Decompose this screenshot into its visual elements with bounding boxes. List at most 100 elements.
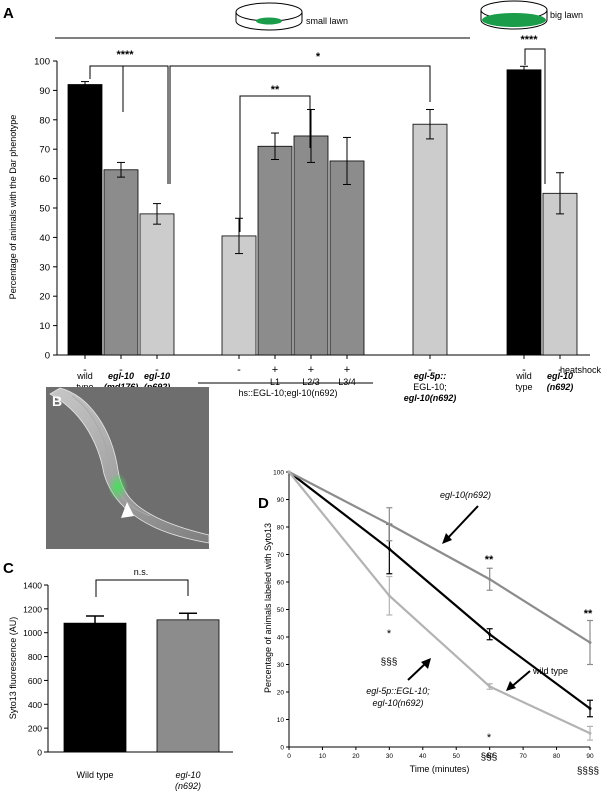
small-lawn-icon [235,2,303,31]
panel-c-category-label: Wild type [76,770,113,780]
panel-a-ytick-label: 0 [45,351,50,362]
panel-d-series-line [288,471,591,710]
panel-a-ytick-label: 10 [39,321,50,332]
big-lawn-label: big lawn [550,10,583,20]
annot-egl5p-arrow [407,661,428,681]
panel-d-ytick-label: 70 [277,552,285,559]
panel-a-category-label: L2/3 [302,377,320,387]
panel-d-xtick-label: 50 [453,753,461,760]
panel-d-ytick-label: 80 [277,525,285,532]
panel-a-bar [293,135,329,356]
panel-d-series-line [288,471,591,644]
panel-c-ytick-label: 0 [37,748,42,758]
arrowhead-marker [121,502,134,518]
panel-a-category-label: wild [515,371,532,381]
panel-d-xtick-label: 0 [287,753,291,760]
sig-d-30-sss: §§§ [381,657,398,668]
panel-a-heatshock-sign: + [344,364,350,376]
panel-c-ytick-label: 600 [28,676,42,686]
small-lawn-label: small lawn [306,16,348,26]
panel-a-bar [257,145,293,356]
panel-c-bars [63,612,220,753]
panel-a-heatshock-sign: - [237,364,241,376]
panel-a-heatshock-sign: - [83,364,87,376]
panel-a-heatshock-sign: - [428,364,432,376]
panel-c-sig-label: n.s. [134,567,149,577]
sig-d-60-top: ** [485,554,494,566]
panel-a-heatshock-sign: + [308,364,314,376]
panel-a-category-label: egl-10 [144,371,170,381]
panel-d-lines [287,470,593,741]
panel-a-heatshock-sign: - [558,364,562,376]
panel-a-category-label: (n692) [547,382,574,392]
panel-c: C Syto13 fluorescence (AU) 0 200 400 600 800… [3,560,233,791]
panel-c-ytick-label: 1200 [23,604,42,614]
panel-a-ytick-label: 50 [39,204,50,215]
panel-d-xtick-label: 30 [386,753,394,760]
panel-c-ytick-label: 400 [28,700,42,710]
annot-egl5p-arrowhead [421,658,431,669]
panel-d-ytick-label: 10 [277,717,285,724]
sig-d-90-top: ** [584,608,593,620]
panel-c-ylabel: Syto13 fluorescence (AU) [8,617,18,720]
panel-d-ytick-label: 50 [277,607,285,614]
big-lawn-green [482,13,546,27]
panel-a-category-label: egl-5p:: [414,371,447,381]
sig-bracket-4 [524,48,546,184]
panel-b-label: B [52,393,62,409]
annot-wt: wild type [532,666,568,676]
panel-c-ytick-label: 800 [28,652,42,662]
worm-inner-line [71,395,151,517]
panel-d-point [287,470,291,474]
panel-a-bar [542,192,578,356]
panel-a-label: A [3,5,14,22]
panel-d-label: D [258,495,269,512]
annot-egl10: egl-10(n692) [440,490,491,500]
panel-d-xtick-label: 70 [519,753,527,760]
sig-bracket-2 [169,65,431,184]
panel-c-ytick-label: 1400 [23,581,42,591]
panel-a-significance [89,48,546,232]
panel-a-bar [139,213,175,356]
panel-c-bar [156,619,220,753]
sig-bracket-1-label: **** [116,49,134,61]
panel-d-ytick-label: 40 [277,635,285,642]
sig-d-90-sss: §§§§ [577,766,599,777]
micrograph [46,387,209,549]
panel-a-category-label: L3/4 [338,377,356,387]
panel-a-ytick-label: 30 [39,262,50,273]
panel-d-xtick-label: 40 [419,753,427,760]
panel-a-heatshock-sign: + [272,364,278,376]
big-lawn-icon [480,0,548,30]
panel-d: D Percentage of animals labeled with Syt… [258,470,599,778]
panel-a-category-label: type [515,382,532,392]
panel-d-ytick-label: 90 [277,497,285,504]
panel-a-bar [412,123,448,356]
panel-c-ytick-label: 200 [28,724,42,734]
panel-a-bar [103,169,139,356]
sig-bracket-3-label: ** [271,84,280,96]
panel-c-sig-bracket [95,579,189,597]
panel-d-xtick-label: 80 [553,753,561,760]
panel-d-xtick-label: 10 [319,753,327,760]
panel-d-ytick-label: 30 [277,662,285,669]
panel-d-xtick-label: 60 [486,753,494,760]
sig-d-60-star: * [487,732,492,744]
panel-a-category-label: wild [76,371,93,381]
sig-bracket-3 [239,95,311,232]
panel-a-bar [221,235,257,356]
panel-d-ytick-label: 0 [280,745,284,752]
fluorescent-cell [108,473,128,501]
panel-c-category-label: egl-10 [175,770,200,780]
annot-egl5p-2: egl-10(n692) [372,698,423,708]
panel-a-heatshock-sign: - [155,364,159,376]
panel-a-ytick-label: 20 [39,292,50,303]
panel-c-axis: 0 200 400 600 800 1000 1200 1400 Wild type egl-10… [23,581,233,791]
panel-a-heatshock-sign: - [119,364,123,376]
panel-d-axis: 0 10 20 30 40 50 60 70 80 90 100 0 10 20 30 40 50 60 70 80 9… [273,470,594,775]
annot-egl10-arrowhead [442,533,452,544]
sig-d-60-sss: §§§ [481,752,498,763]
panel-a-ytick-label: 80 [39,115,50,126]
annot-egl5p-1: egl-5p::EGL-10; [366,686,430,696]
